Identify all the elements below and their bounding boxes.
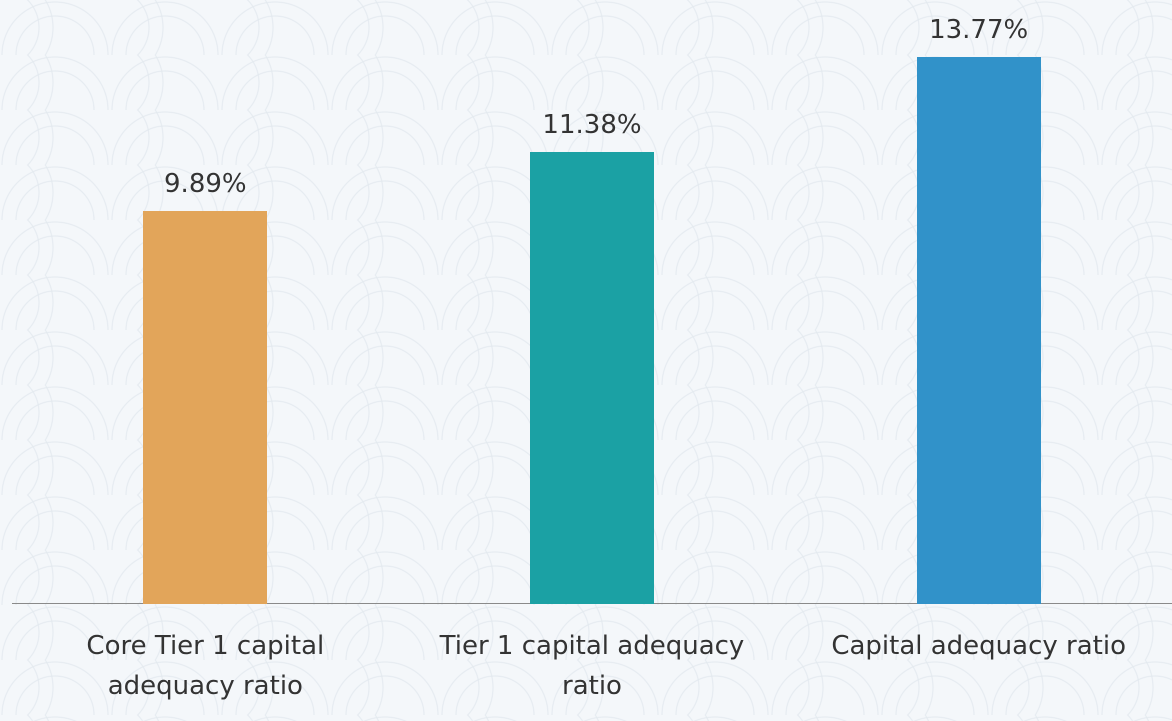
bar xyxy=(530,152,654,604)
value-label: 11.38% xyxy=(492,110,692,140)
x-tick-label: Core Tier 1 capital adequacy ratio xyxy=(40,626,370,706)
bar xyxy=(143,211,267,604)
x-tick-label: Tier 1 capital adequacy ratio xyxy=(427,626,757,706)
value-label: 13.77% xyxy=(879,15,1079,45)
x-tick-label: Capital adequacy ratio xyxy=(814,626,1144,666)
value-label: 9.89% xyxy=(105,169,305,199)
bar xyxy=(917,57,1041,604)
chart: Core Tier 1 capital adequacy ratio 9.89% T… xyxy=(0,0,1172,721)
